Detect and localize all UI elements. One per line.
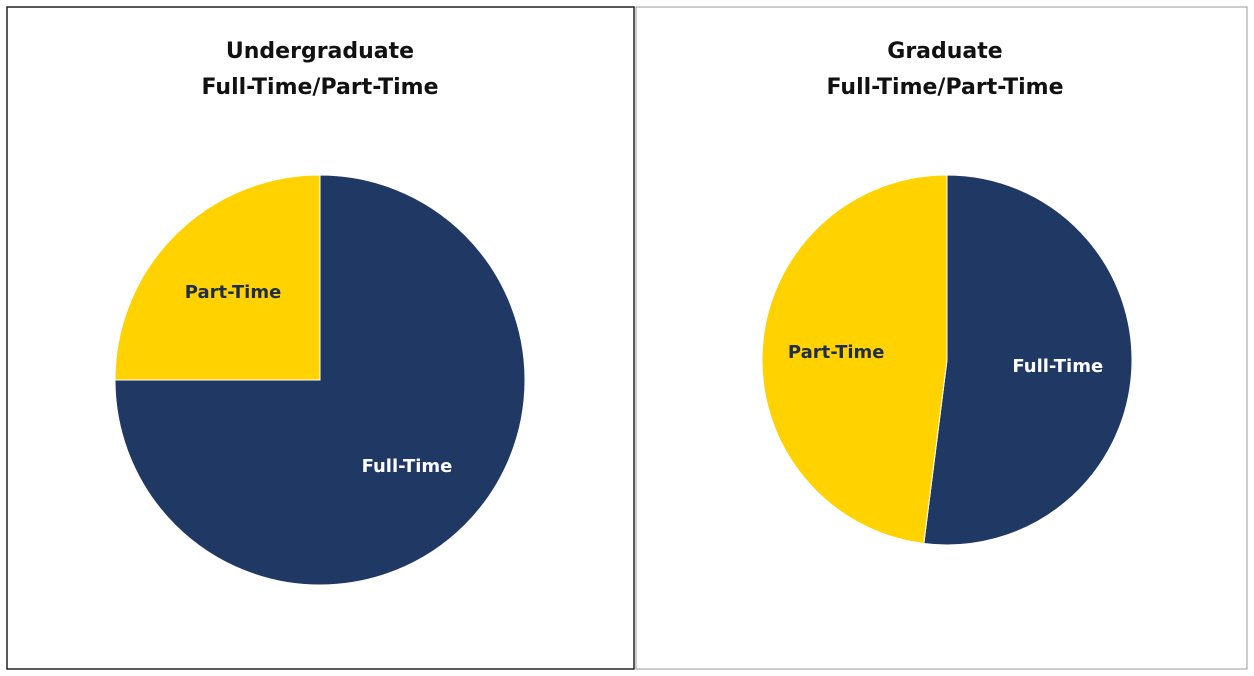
pie-slice <box>761 174 948 545</box>
pie-slice <box>923 174 1133 546</box>
chart-title: Graduate <box>887 39 1002 64</box>
slice-label: Part-Time <box>788 342 885 363</box>
chart-subtitle: Full-Time/Part-Time <box>826 75 1063 100</box>
slice-label: Full-Time <box>362 456 453 477</box>
chart-title: Undergraduate <box>226 39 414 64</box>
pie-slice <box>114 174 321 381</box>
slice-label: Part-Time <box>185 282 282 303</box>
chart-subtitle: Full-Time/Part-Time <box>201 75 438 100</box>
slice-label: Full-Time <box>1012 356 1103 377</box>
